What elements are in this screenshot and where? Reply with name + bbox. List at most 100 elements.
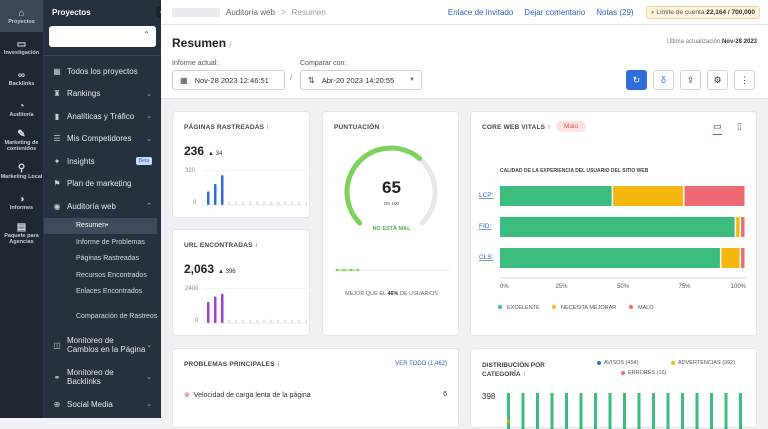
score-status: NO ESTÁ MAL bbox=[372, 226, 411, 232]
sidebar-item-analytics[interactable]: ▮ Analíticas y Tráfico ⌄ bbox=[44, 105, 161, 128]
sidebar-item-marketing-plan[interactable]: ⚑ Plan de marketing bbox=[53, 179, 132, 189]
crawled-sparkline bbox=[203, 170, 307, 206]
view-all-link[interactable]: VER TODO (1,462) bbox=[395, 361, 447, 367]
legend-errors: ERRORES (16) bbox=[621, 370, 667, 376]
dist-bar bbox=[623, 393, 626, 429]
info-icon: i bbox=[548, 125, 550, 131]
info-icon: i bbox=[267, 125, 269, 131]
flag-icon: ⚑ bbox=[53, 179, 61, 189]
backlink-icon: ⚭ bbox=[53, 372, 61, 382]
spark-bar bbox=[291, 319, 294, 323]
report-date-select[interactable]: ▦ Nov-28 2023 12:46:51 bbox=[172, 70, 285, 90]
beta-badge: Beta bbox=[135, 157, 152, 166]
sidebar-item-site-audit[interactable]: ◉ Auditoría web ⌃ bbox=[53, 201, 153, 211]
spark-bar bbox=[284, 201, 287, 205]
competitors-icon: ☰ bbox=[53, 134, 61, 144]
edit-icon: ✎ bbox=[17, 129, 26, 140]
notes-link[interactable]: Notas (29) bbox=[596, 7, 634, 17]
legend-label: EXCELENTE bbox=[507, 305, 540, 310]
spark-bar bbox=[298, 201, 301, 205]
spark-bar bbox=[291, 201, 294, 205]
info-icon: i bbox=[523, 372, 525, 378]
cwv-bar-good bbox=[500, 217, 735, 237]
trophy-icon: ♜ bbox=[53, 89, 61, 99]
sidebar-item-competitors[interactable]: ☰ Mis Competidores ⌄ bbox=[53, 134, 152, 144]
gear-icon: ⚙ bbox=[713, 74, 722, 85]
trend-point bbox=[342, 268, 346, 272]
breadcrumb-audit[interactable]: Auditoría web bbox=[226, 7, 275, 17]
spark-bar bbox=[277, 319, 280, 323]
issue-row[interactable]: ⊗ Velocidad de carga lenta de la página bbox=[184, 391, 311, 400]
sidebar-item-rankings[interactable]: ♜ Rankings ⌄ bbox=[53, 89, 152, 99]
sub-item-links[interactable]: Enlaces Encontrados bbox=[76, 288, 143, 296]
spark-bar bbox=[305, 319, 307, 323]
integration-button[interactable]: δ bbox=[653, 70, 674, 90]
comment-link[interactable]: Dejar comentario bbox=[524, 7, 586, 17]
compare-date-select[interactable]: ⇅ Abr-20 2023 14:20:55 ▼ bbox=[300, 70, 422, 90]
trend-point bbox=[335, 268, 339, 272]
rail-item-monitor[interactable]: ▭ Investigación bbox=[3, 39, 40, 56]
spark-bar bbox=[214, 296, 217, 323]
monitor-page-icon: ◫ bbox=[53, 340, 61, 350]
dist-bar bbox=[608, 393, 612, 429]
rail-item-edit[interactable]: ✎ Marketing de contenidos bbox=[4, 129, 39, 152]
mobile-icon[interactable]: ▯ bbox=[737, 121, 742, 131]
error-icon: ⊗ bbox=[184, 392, 190, 399]
export-button[interactable]: ⇪ bbox=[680, 70, 701, 90]
recrawl-button[interactable]: ↻ bbox=[626, 70, 647, 90]
sub-item-resources[interactable]: Recursos Encontrados bbox=[76, 271, 147, 279]
rail-item-report[interactable]: ◑ Informes bbox=[9, 194, 34, 211]
sub-item-crawled-pages[interactable]: Páginas Rastreadas bbox=[76, 255, 140, 263]
cwv-bar-poor bbox=[741, 248, 745, 268]
rail-item-link[interactable]: ∞ Backlinks bbox=[8, 70, 35, 87]
cwv-bar-good bbox=[500, 248, 720, 268]
spark-bar bbox=[242, 201, 245, 205]
settings-button[interactable]: ⚙ bbox=[707, 70, 728, 90]
spark-bar bbox=[242, 319, 245, 323]
rail-item-document[interactable]: ▤ Paquete para Agencias bbox=[4, 222, 39, 245]
sub-item-resumen[interactable]: Resumen bbox=[44, 217, 157, 234]
cwv-bar-need bbox=[613, 186, 683, 206]
rail-item-home[interactable]: ⌂ Proyectos bbox=[0, 0, 43, 32]
info-icon: i bbox=[255, 243, 258, 249]
sidebar-item-insights[interactable]: ✦ Insights Beta bbox=[44, 150, 161, 173]
urls-sparkline bbox=[203, 288, 307, 324]
cwv-tick: 100% bbox=[731, 284, 747, 290]
y-min: 0 bbox=[193, 200, 197, 206]
sub-item-crawl-comparison[interactable]: Comparación de Rastreos bbox=[76, 313, 158, 320]
sub-item-issues[interactable]: Informe de Problemas bbox=[76, 238, 145, 246]
dist-bar bbox=[710, 393, 713, 429]
rail-item-pin[interactable]: ⚲ Marketing Local bbox=[0, 163, 43, 180]
social-icon: ⊕ bbox=[53, 399, 61, 409]
spark-bar bbox=[235, 319, 238, 323]
guest-link[interactable]: Enlace de invitado bbox=[447, 7, 514, 17]
sidebar-header: Proyectos bbox=[52, 7, 91, 17]
spark-bar bbox=[221, 293, 224, 323]
breadcrumb-project[interactable] bbox=[172, 7, 220, 17]
score-gauge bbox=[344, 145, 438, 226]
dist-bar bbox=[739, 393, 742, 429]
chevron-down-icon: ⌄ bbox=[146, 341, 152, 349]
trend-point bbox=[349, 268, 353, 272]
sidebar-item-social-media[interactable]: ⊕ Social Media ⌄ bbox=[53, 399, 152, 409]
sidebar-item-all-projects[interactable]: ▦ Todos los proyectos bbox=[53, 66, 138, 76]
score-value: 65 bbox=[382, 178, 401, 197]
info-icon: i bbox=[277, 362, 280, 368]
spark-bar bbox=[235, 201, 238, 205]
rail-item-gauge[interactable]: ◔ Auditoría bbox=[9, 101, 34, 118]
sidebar-item-backlink-monitor[interactable]: ⚭ Monitoreo de Backlinks ⌄ bbox=[53, 368, 152, 386]
spark-bar bbox=[256, 319, 259, 323]
dist-bar bbox=[565, 393, 568, 429]
desktop-icon[interactable]: ▭ bbox=[713, 121, 722, 135]
more-button[interactable]: ⋮ bbox=[734, 70, 755, 90]
project-select[interactable]: ⌃ bbox=[49, 26, 156, 47]
card-title: PROBLEMAS PRINCIPALES i bbox=[184, 361, 280, 368]
chevron-down-icon: ⌄ bbox=[146, 401, 152, 409]
spark-bar bbox=[228, 319, 231, 323]
account-limit-badge[interactable]: ● Límite de cuenta 22,164 / 700,000 bbox=[645, 5, 760, 19]
sidebar-item-page-monitor[interactable]: ◫ Monitoreo de Cambios en la Página ⌄ bbox=[53, 336, 152, 354]
spark-bar bbox=[249, 319, 252, 323]
grid-icon: ▦ bbox=[53, 66, 61, 76]
legend-dot bbox=[629, 305, 633, 309]
report-icon: ◑ bbox=[18, 194, 25, 205]
